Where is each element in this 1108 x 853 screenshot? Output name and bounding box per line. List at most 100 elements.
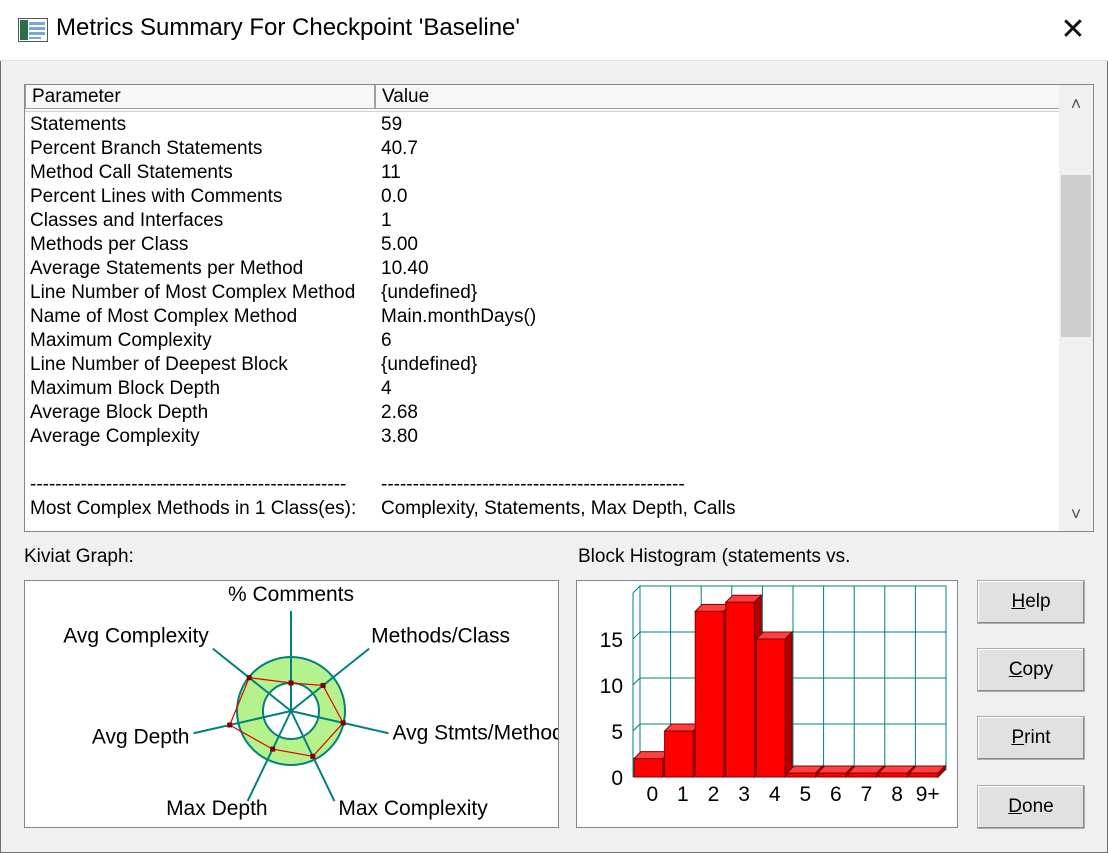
parameter-cell: Average Block Depth bbox=[30, 402, 209, 423]
histogram-bar-front bbox=[786, 772, 817, 778]
table-row[interactable]: Maximum Block Depth 4 bbox=[25, 377, 1061, 401]
table-row[interactable]: ----------------------------------------… bbox=[25, 473, 1061, 497]
block-histogram: 0 5 10 15 0 1 2 3 4 5 6 7 8 9+ bbox=[576, 580, 958, 828]
scroll-thumb[interactable] bbox=[1061, 175, 1091, 337]
histogram-bar-side bbox=[784, 630, 793, 779]
histogram-y-tick-label: 0 bbox=[611, 767, 623, 790]
kiviat-point bbox=[320, 682, 326, 688]
kiviat-axis bbox=[212, 647, 292, 712]
kiviat-graph: % Comments Methods/Class Avg Stmts/Method M… bbox=[24, 580, 564, 828]
histogram-gridline-depth bbox=[632, 631, 641, 640]
value-cell: {undefined} bbox=[381, 282, 478, 303]
copy-button[interactable]: Copy bbox=[977, 648, 1085, 692]
histogram-x-tick-label: 0 bbox=[646, 783, 658, 806]
table-row[interactable]: Average Complexity 3.80 bbox=[25, 425, 1061, 449]
parameter-cell: Percent Branch Statements bbox=[30, 138, 263, 159]
table-row[interactable]: Line Number of Most Complex Method {undef… bbox=[25, 281, 1061, 305]
histogram-y-tick-label: 15 bbox=[600, 629, 623, 652]
kiviat-axis bbox=[193, 710, 292, 735]
parameter-cell: Maximum Block Depth bbox=[30, 378, 221, 399]
app-icon bbox=[18, 18, 48, 42]
value-cell: 40.7 bbox=[381, 138, 418, 159]
histogram-y-tick-label: 10 bbox=[600, 675, 623, 698]
table-row[interactable]: Percent Branch Statements 40.7 bbox=[25, 137, 1061, 161]
value-cell: 59 bbox=[381, 114, 403, 135]
value-cell: 4 bbox=[381, 378, 392, 399]
histogram-x-tick-label: 2 bbox=[708, 783, 720, 806]
kiviat-point bbox=[310, 753, 316, 759]
table-row[interactable]: Name of Most Complex Method Main.monthDay… bbox=[25, 305, 1061, 329]
parameter-cell: Average Statements per Method bbox=[30, 258, 304, 279]
table-row[interactable]: Average Statements per Method 10.40 bbox=[25, 257, 1061, 281]
table-row[interactable]: Maximum Complexity 6 bbox=[25, 329, 1061, 353]
table-row[interactable]: Most Complex Methods in 1 Class(es): Comp… bbox=[25, 497, 1061, 521]
histogram-bar-front bbox=[908, 772, 939, 778]
kiviat-axis-label: % Comments bbox=[228, 583, 354, 606]
help-button[interactable]: Help bbox=[977, 580, 1085, 624]
table-row[interactable]: Line Number of Deepest Block {undefined} bbox=[25, 353, 1061, 377]
table-row[interactable]: Methods per Class 5.00 bbox=[25, 233, 1061, 257]
histogram-bar-front bbox=[817, 772, 847, 778]
close-icon[interactable]: ✕ bbox=[1060, 13, 1086, 46]
histogram-x-tick-label: 4 bbox=[769, 783, 781, 806]
histogram-depth-edge bbox=[632, 585, 641, 594]
value-cell: 6 bbox=[381, 330, 392, 351]
list-rows: Statements 59 Percent Branch Statements 40.… bbox=[25, 113, 1061, 521]
kiviat-polygon bbox=[228, 677, 344, 758]
table-row[interactable]: Statements 59 bbox=[25, 113, 1061, 137]
column-header-parameter[interactable]: Parameter bbox=[25, 85, 375, 109]
kiviat-point bbox=[288, 680, 294, 686]
kiviat-point bbox=[227, 722, 233, 728]
kiviat-axis-label: Max Depth bbox=[166, 797, 268, 820]
parameter-cell: Average Complexity bbox=[30, 426, 200, 447]
parameter-cell: Statements bbox=[30, 114, 127, 135]
value-cell: 0.0 bbox=[381, 186, 408, 207]
parameter-cell: Methods per Class bbox=[30, 234, 189, 255]
metrics-list[interactable]: Parameter Value Statements 59 Percent Bran… bbox=[24, 84, 1094, 532]
histogram-bar bbox=[908, 764, 947, 779]
kiviat-axis-label: Avg Depth bbox=[92, 725, 190, 748]
table-row[interactable]: Average Block Depth 2.68 bbox=[25, 401, 1061, 425]
kiviat-point bbox=[270, 746, 276, 752]
kiviat-chart: % Comments Methods/Class Avg Stmts/Method M… bbox=[63, 583, 563, 820]
value-cell: ----------------------------------------… bbox=[381, 474, 685, 495]
kiviat-point bbox=[246, 675, 252, 681]
histogram-x-tick-label: 7 bbox=[861, 783, 873, 806]
histogram-bar-front bbox=[694, 610, 725, 778]
parameter-cell: Line Number of Most Complex Method bbox=[30, 282, 356, 303]
column-header-value[interactable]: Value bbox=[375, 85, 1061, 109]
kiviat-label: Kiviat Graph: bbox=[24, 546, 134, 567]
histogram-bar-front bbox=[878, 772, 908, 778]
parameter-cell: Classes and Interfaces bbox=[30, 210, 224, 231]
scroll-up-icon[interactable]: ˄ bbox=[1070, 94, 1082, 114]
scroll-down-icon[interactable]: ˅ bbox=[1070, 504, 1082, 524]
kiviat-point bbox=[340, 720, 346, 726]
value-cell: Complexity, Statements, Max Depth, Calls bbox=[381, 498, 736, 519]
window-title: Metrics Summary For Checkpoint 'Baseline… bbox=[56, 14, 520, 41]
parameter-cell: Most Complex Methods in 1 Class(es): bbox=[30, 498, 357, 519]
histogram-x-tick-label: 5 bbox=[799, 783, 811, 806]
table-row[interactable]: Percent Lines with Comments 0.0 bbox=[25, 185, 1061, 209]
histogram-bar-front bbox=[633, 758, 664, 778]
parameter-cell: Method Call Statements bbox=[30, 162, 233, 183]
print-button[interactable]: Print bbox=[977, 716, 1085, 760]
done-button[interactable]: Done bbox=[977, 785, 1085, 829]
kiviat-axis-label: Avg Complexity bbox=[63, 625, 209, 648]
histogram-label: Block Histogram (statements vs. bbox=[578, 546, 851, 567]
histogram-x-tick-label: 1 bbox=[677, 783, 689, 806]
table-row[interactable] bbox=[25, 449, 1061, 473]
table-row[interactable]: Classes and Interfaces 1 bbox=[25, 209, 1061, 233]
histogram-bar bbox=[755, 630, 794, 779]
table-row[interactable]: Method Call Statements 11 bbox=[25, 161, 1061, 185]
histogram-bar-front bbox=[847, 772, 878, 778]
kiviat-axis bbox=[246, 710, 292, 802]
value-cell: 1 bbox=[381, 210, 392, 231]
vertical-scrollbar[interactable]: ˄ ˅ bbox=[1059, 85, 1093, 531]
parameter-cell: ----------------------------------------… bbox=[30, 474, 347, 495]
histogram-bar-front bbox=[755, 638, 786, 778]
value-cell: 2.68 bbox=[381, 402, 418, 423]
kiviat-axis-label: Avg Stmts/Method bbox=[392, 721, 558, 744]
kiviat-axis-label: Max Complexity bbox=[338, 797, 488, 820]
list-header: Parameter Value bbox=[25, 85, 1061, 112]
